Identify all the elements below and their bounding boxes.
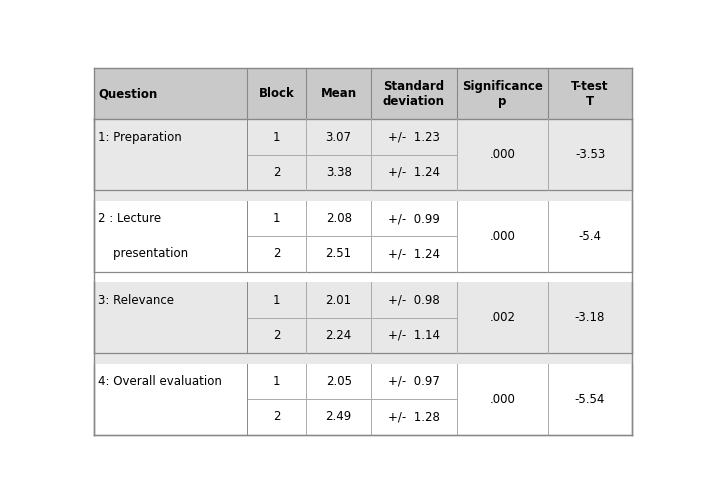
Text: Block: Block bbox=[259, 87, 295, 100]
Text: .000: .000 bbox=[490, 148, 515, 161]
Text: +/-  0.98: +/- 0.98 bbox=[388, 293, 440, 306]
Bar bbox=[94, 119, 632, 201]
Text: 2.05: 2.05 bbox=[326, 375, 352, 388]
Text: 1: 1 bbox=[273, 212, 280, 225]
Text: 2: 2 bbox=[273, 248, 280, 260]
Text: 2.01: 2.01 bbox=[326, 293, 352, 306]
Text: -3.18: -3.18 bbox=[575, 311, 605, 324]
Text: 3: Relevance: 3: Relevance bbox=[98, 293, 174, 306]
Text: 2.24: 2.24 bbox=[326, 329, 352, 342]
Text: +/-  1.28: +/- 1.28 bbox=[388, 410, 440, 423]
Text: +/-  1.24: +/- 1.24 bbox=[388, 248, 440, 260]
Text: +/-  0.97: +/- 0.97 bbox=[388, 375, 440, 388]
Text: +/-  1.23: +/- 1.23 bbox=[388, 131, 440, 144]
Text: -5.54: -5.54 bbox=[575, 393, 605, 406]
Text: 2.49: 2.49 bbox=[326, 410, 352, 423]
Text: 1: Preparation: 1: Preparation bbox=[98, 131, 182, 144]
Text: 3.38: 3.38 bbox=[326, 166, 352, 179]
Text: .000: .000 bbox=[490, 393, 515, 406]
Text: .000: .000 bbox=[490, 230, 515, 243]
Text: +/-  0.99: +/- 0.99 bbox=[388, 212, 440, 225]
Text: 1: 1 bbox=[273, 375, 280, 388]
Text: 4: Overall evaluation: 4: Overall evaluation bbox=[98, 375, 222, 388]
Text: 2: 2 bbox=[273, 166, 280, 179]
Bar bbox=[94, 282, 632, 364]
Bar bbox=[94, 201, 632, 282]
Text: 1: 1 bbox=[273, 293, 280, 306]
Text: Question: Question bbox=[98, 87, 158, 100]
Text: +/-  1.24: +/- 1.24 bbox=[388, 166, 440, 179]
Text: 2: 2 bbox=[273, 410, 280, 423]
Text: 3.07: 3.07 bbox=[326, 131, 352, 144]
Text: presentation: presentation bbox=[98, 248, 188, 260]
Text: T-test
T: T-test T bbox=[571, 79, 609, 107]
Text: .002: .002 bbox=[490, 311, 515, 324]
Text: Standard
deviation: Standard deviation bbox=[383, 79, 445, 107]
Text: +/-  1.14: +/- 1.14 bbox=[388, 329, 440, 342]
Text: 2: 2 bbox=[273, 329, 280, 342]
Text: Significance
p: Significance p bbox=[462, 79, 543, 107]
Bar bbox=[94, 364, 632, 435]
Text: 2.08: 2.08 bbox=[326, 212, 352, 225]
Text: -5.4: -5.4 bbox=[578, 230, 602, 243]
Bar bbox=[94, 67, 632, 119]
Text: 2 : Lecture: 2 : Lecture bbox=[98, 212, 161, 225]
Text: Mean: Mean bbox=[321, 87, 357, 100]
Text: 2.51: 2.51 bbox=[326, 248, 352, 260]
Text: -3.53: -3.53 bbox=[575, 148, 605, 161]
Text: 1: 1 bbox=[273, 131, 280, 144]
